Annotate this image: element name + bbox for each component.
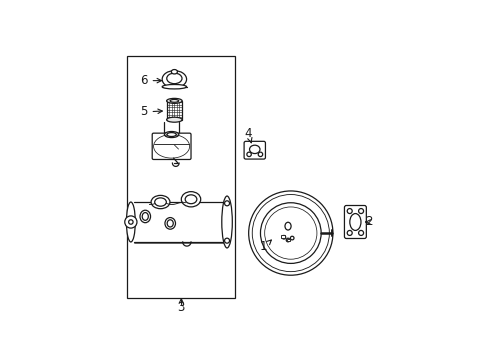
Circle shape [358,230,363,235]
Ellipse shape [166,73,182,84]
Bar [286,239,290,242]
Circle shape [224,238,229,243]
Ellipse shape [154,198,166,206]
Ellipse shape [290,236,293,240]
Ellipse shape [140,210,150,223]
Ellipse shape [166,117,182,122]
Circle shape [258,152,262,157]
Text: 4: 4 [244,127,252,143]
Ellipse shape [282,235,285,239]
Bar [127,56,235,298]
Ellipse shape [349,213,360,230]
Ellipse shape [285,222,290,230]
Ellipse shape [285,238,289,242]
Text: 5: 5 [140,105,162,118]
FancyBboxPatch shape [244,141,265,159]
Ellipse shape [142,212,148,220]
Text: 1: 1 [260,240,271,253]
Ellipse shape [167,220,173,227]
Ellipse shape [170,99,178,102]
Ellipse shape [181,192,200,207]
Circle shape [346,208,351,213]
Ellipse shape [166,98,182,103]
Circle shape [124,216,137,228]
Circle shape [248,191,332,275]
Ellipse shape [162,85,186,89]
Circle shape [246,152,251,157]
Circle shape [128,220,133,224]
Ellipse shape [166,132,176,136]
Text: 3: 3 [177,301,184,314]
Bar [281,235,284,238]
Text: 6: 6 [140,74,161,87]
FancyBboxPatch shape [152,133,191,159]
Circle shape [358,208,363,213]
Ellipse shape [222,196,232,248]
Circle shape [252,194,329,272]
Circle shape [346,230,351,235]
Ellipse shape [151,195,170,209]
Bar [166,101,182,120]
Ellipse shape [249,145,260,154]
Circle shape [224,201,229,206]
Ellipse shape [164,217,175,229]
Ellipse shape [162,71,186,88]
Circle shape [260,203,321,264]
Circle shape [264,207,316,259]
Text: 2: 2 [365,216,372,229]
Ellipse shape [164,131,179,138]
FancyBboxPatch shape [344,206,366,238]
Ellipse shape [185,195,197,204]
Ellipse shape [126,202,135,242]
Ellipse shape [171,69,177,74]
